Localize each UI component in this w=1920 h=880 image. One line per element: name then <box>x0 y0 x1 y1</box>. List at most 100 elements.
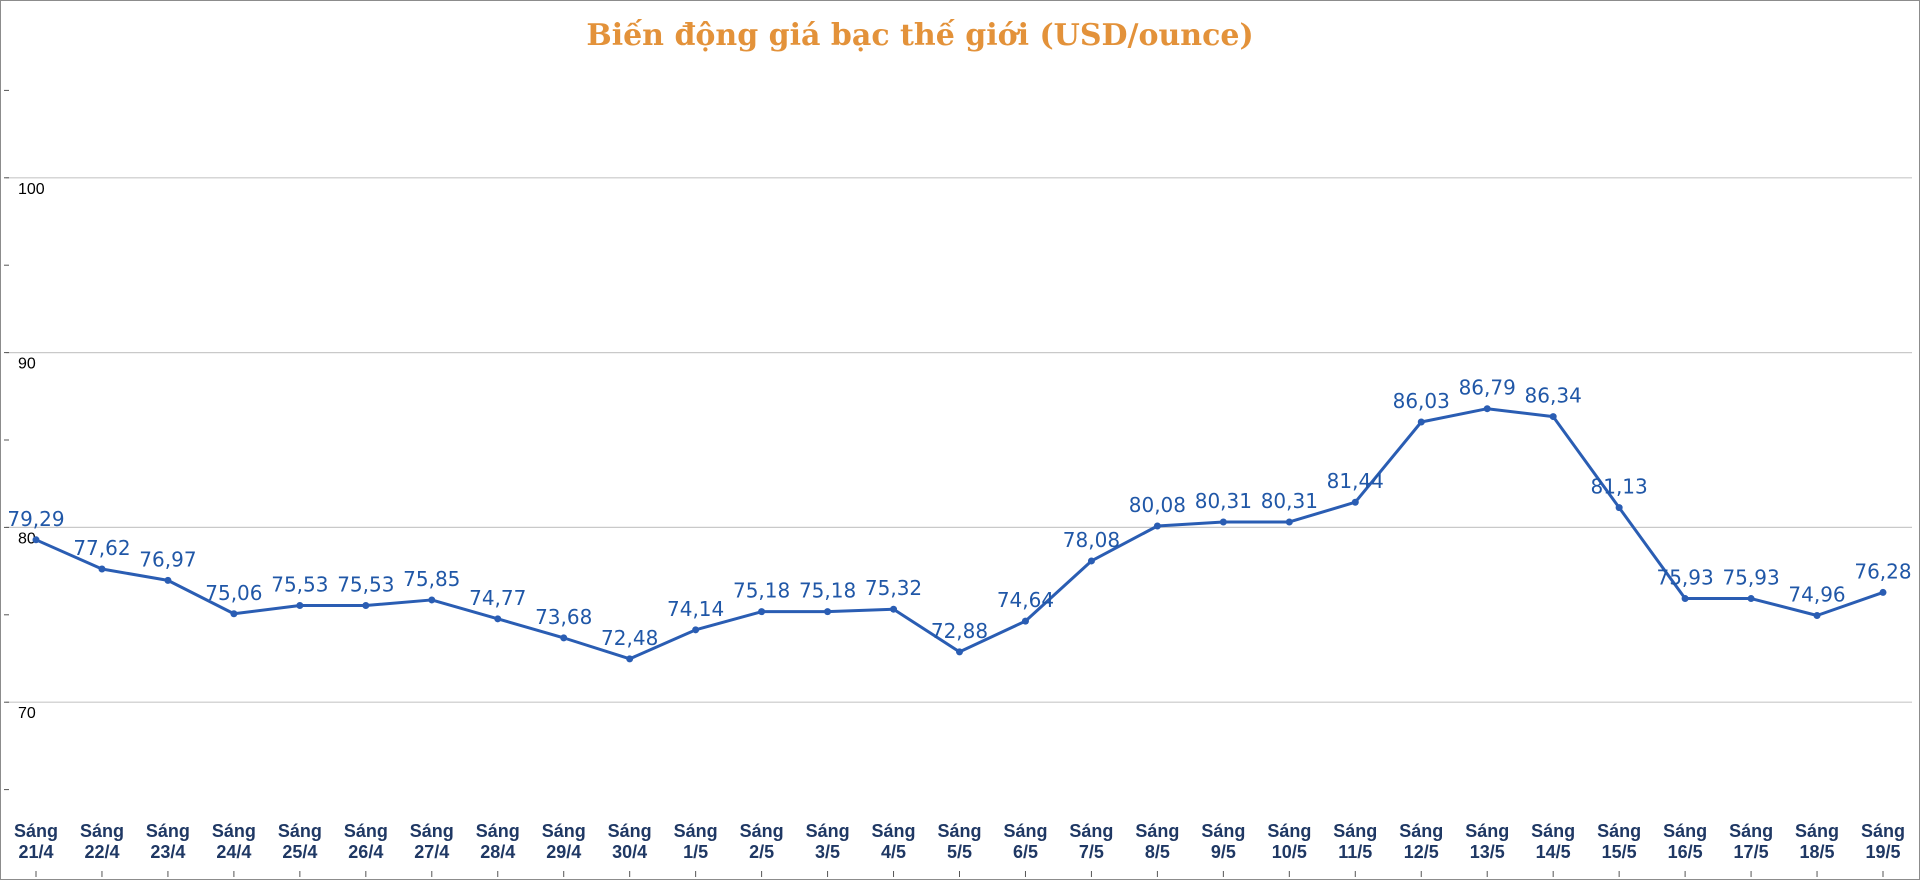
data-label: 76,28 <box>1854 559 1911 583</box>
x-tick-label: Sáng <box>476 821 520 841</box>
y-tick-label: 70 <box>18 705 36 722</box>
x-tick-label: 10/5 <box>1272 842 1307 862</box>
data-label: 75,53 <box>271 573 328 597</box>
x-tick-label: 11/5 <box>1338 842 1372 862</box>
data-label: 75,18 <box>799 579 856 603</box>
data-point <box>1615 504 1623 512</box>
x-tick-label: 2/5 <box>749 842 774 862</box>
data-label: 73,68 <box>535 605 592 629</box>
data-point <box>494 615 502 623</box>
data-point <box>1549 413 1557 421</box>
x-tick-label: 28/4 <box>480 842 515 862</box>
series-silver-price <box>32 405 1887 663</box>
data-point <box>1285 518 1293 526</box>
data-point <box>1681 595 1689 603</box>
x-tick-label: 9/5 <box>1211 842 1236 862</box>
x-tick-label: 13/5 <box>1470 842 1505 862</box>
data-label: 74,64 <box>997 588 1054 612</box>
data-label: 75,06 <box>205 581 262 605</box>
x-tick-label: Sáng <box>872 821 916 841</box>
x-tick-label: 3/5 <box>815 842 840 862</box>
data-label: 75,32 <box>865 576 922 600</box>
data-label: 74,14 <box>667 597 724 621</box>
data-point <box>890 605 898 613</box>
x-tick-label: Sáng <box>937 821 981 841</box>
x-tick-label: 18/5 <box>1800 842 1835 862</box>
data-point <box>1747 595 1755 603</box>
x-tick-label: 15/5 <box>1602 842 1637 862</box>
x-tick-label: Sáng <box>1399 821 1443 841</box>
data-label: 72,88 <box>931 619 988 643</box>
x-tick-label: 21/4 <box>18 842 53 862</box>
x-tick-label: 7/5 <box>1079 842 1104 862</box>
data-point <box>98 565 106 573</box>
x-tick-label: 22/4 <box>84 842 119 862</box>
x-tick-label: Sáng <box>608 821 652 841</box>
data-label: 72,48 <box>601 626 658 650</box>
x-tick-label: Sáng <box>542 821 586 841</box>
data-label: 74,77 <box>469 586 526 610</box>
data-label: 77,62 <box>73 536 130 560</box>
data-label: 78,08 <box>1063 528 1120 552</box>
data-label: 75,18 <box>733 579 790 603</box>
data-point <box>1879 588 1887 596</box>
x-tick-label: 1/5 <box>683 842 708 862</box>
data-point <box>1153 522 1161 530</box>
y-tick-label: 80 <box>18 530 36 547</box>
data-label: 79,29 <box>7 507 64 531</box>
data-label: 75,93 <box>1656 566 1713 590</box>
x-tick-label: Sáng <box>212 821 256 841</box>
chart-title: Biến động giá bạc thế giới (USD/ounce) <box>586 18 1254 53</box>
x-tick-label: Sáng <box>80 821 124 841</box>
data-point <box>560 634 568 642</box>
x-tick-label: Sáng <box>1861 821 1905 841</box>
data-point <box>758 608 766 616</box>
x-tick-label: 12/5 <box>1404 842 1439 862</box>
data-label: 76,97 <box>139 547 196 571</box>
y-tick-label: 90 <box>18 356 36 373</box>
x-tick-label: 8/5 <box>1145 842 1170 862</box>
data-point <box>692 626 700 634</box>
x-tick-label: Sáng <box>1465 821 1509 841</box>
data-point <box>1021 617 1029 625</box>
data-point <box>362 602 370 610</box>
data-point <box>1483 405 1491 413</box>
x-tick-label: 26/4 <box>348 842 383 862</box>
data-point <box>230 610 238 618</box>
data-point <box>1417 418 1425 426</box>
x-tick-label: 25/4 <box>282 842 317 862</box>
data-point <box>164 576 172 584</box>
x-tick-label: Sáng <box>674 821 718 841</box>
x-tick-label: Sáng <box>740 821 784 841</box>
data-label: 81,44 <box>1327 469 1384 493</box>
x-tick-label: 5/5 <box>947 842 972 862</box>
x-tick-label: Sáng <box>806 821 850 841</box>
data-label: 80,08 <box>1129 493 1186 517</box>
x-tick-label: Sáng <box>410 821 454 841</box>
data-point <box>1813 611 1821 619</box>
data-label: 75,85 <box>403 567 460 591</box>
y-tick-label: 100 <box>18 181 45 198</box>
x-tick-label: Sáng <box>1069 821 1113 841</box>
x-tick-label: 27/4 <box>414 842 449 862</box>
x-tick-label: 29/4 <box>546 842 581 862</box>
x-tick-label: 14/5 <box>1536 842 1571 862</box>
x-tick-label: 6/5 <box>1013 842 1038 862</box>
data-point <box>956 648 963 656</box>
x-tick-label: Sáng <box>1795 821 1839 841</box>
data-labels: 79,29 77,62 76,97 75,06 75,53 75,53 75,85 74,77… <box>7 376 1911 650</box>
x-tick-label: Sáng <box>1333 821 1377 841</box>
data-label: 75,53 <box>337 573 394 597</box>
data-label: 80,31 <box>1261 489 1318 513</box>
x-tick-label: 19/5 <box>1865 842 1900 862</box>
x-tick-label: Sáng <box>1663 821 1707 841</box>
x-tick-label: Sáng <box>1729 821 1773 841</box>
x-tick-label: Sáng <box>344 821 388 841</box>
x-tick-label: 24/4 <box>216 842 251 862</box>
x-tick-label: 17/5 <box>1734 842 1769 862</box>
data-label: 80,31 <box>1195 489 1252 513</box>
y-axis: 70 80 90 100 <box>4 89 45 791</box>
data-label: 86,79 <box>1459 376 1516 400</box>
